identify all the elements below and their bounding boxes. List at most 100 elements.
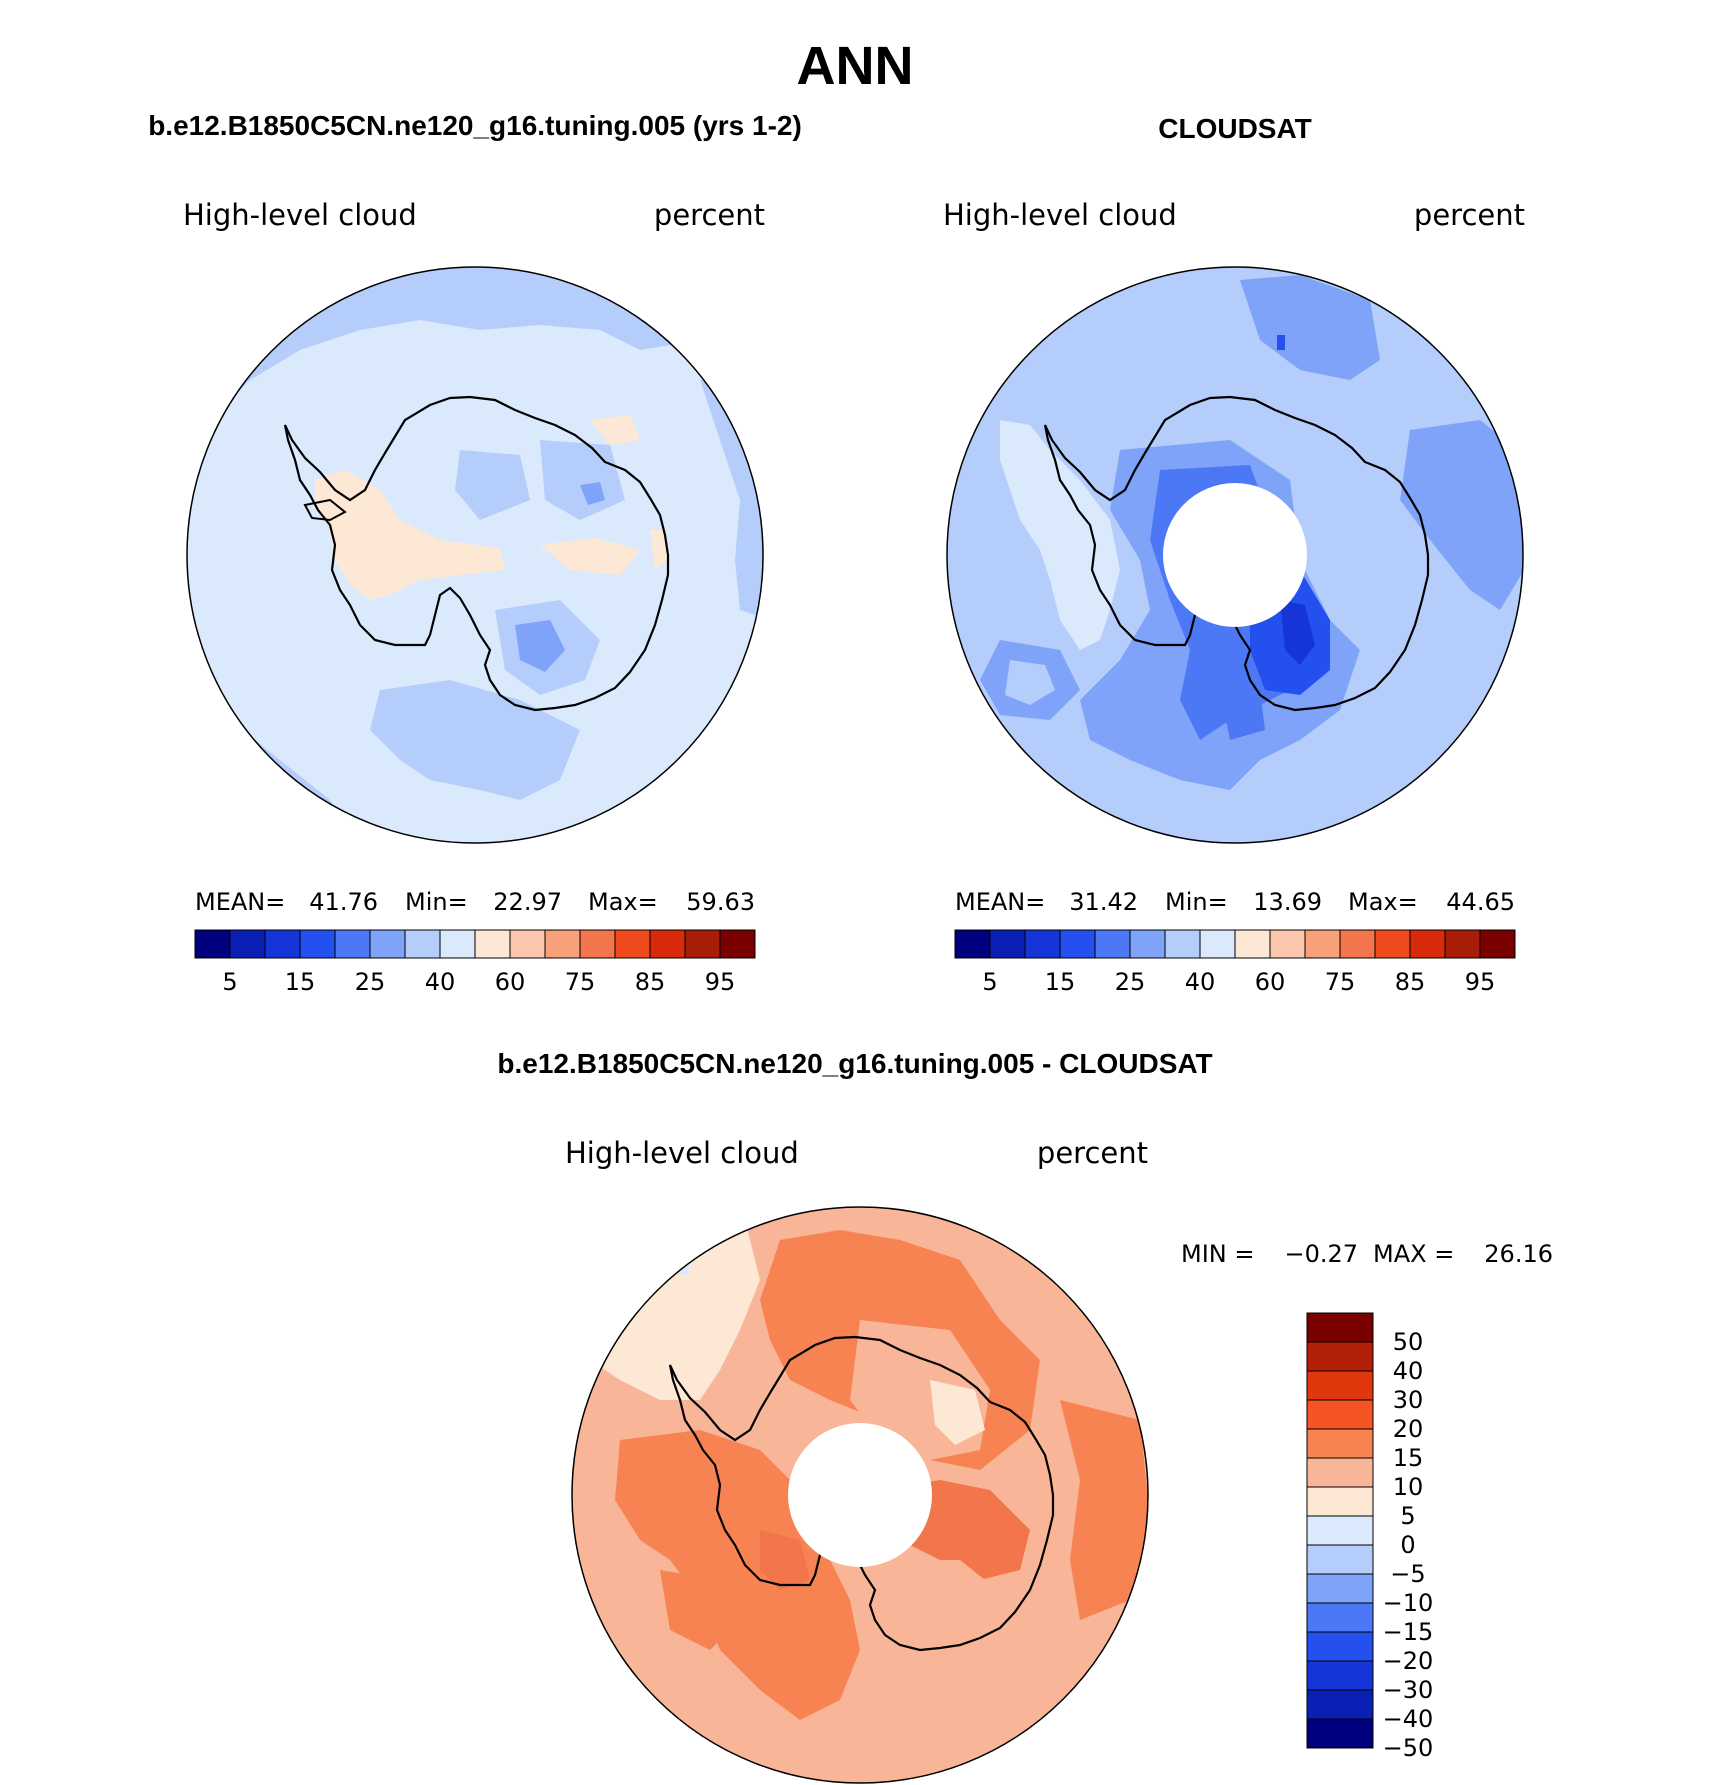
colorbar-swatch [989,929,1026,959]
colorbar-tick-label: 5 [982,968,997,996]
max-value: 44.65 [1446,888,1515,916]
colorbar-tick-label: −50 [1383,1734,1434,1762]
stats-model: MEAN= 41.76 Min= 22.97 Max= 59.63 [195,888,755,916]
colorbar-swatch [1306,1718,1374,1749]
colorbar-tick-label: 95 [1465,968,1496,996]
colorbar-swatch [579,929,616,959]
min-value: 22.97 [493,888,562,916]
colorbar-swatch [474,929,511,959]
colorbar-swatch [1306,1428,1374,1459]
polar-map-model [186,266,764,844]
colorbar-swatch [649,929,686,959]
colorbar-swatch [509,929,546,959]
colorbar-swatch [1234,929,1271,959]
colorbar-swatch [1374,929,1411,959]
panel-obs-units: percent [1414,198,1525,232]
colorbar-tick-label: 30 [1393,1386,1424,1414]
polar-map-obs [946,266,1524,844]
colorbar-tick-label: 50 [1393,1328,1424,1356]
colorbar-tick-label: 15 [285,968,316,996]
colorbar-swatch [1199,929,1236,959]
colorbar-tick-label: 15 [1045,968,1076,996]
colorbar-swatch [1024,929,1061,959]
colorbar-swatch [1444,929,1481,959]
colorbar-swatch [1059,929,1096,959]
colorbar-swatch [369,929,406,959]
colorbar-swatch [1306,1486,1374,1517]
panel-diff-title: b.e12.B1850C5CN.ne120_g16.tuning.005 - C… [497,1048,1212,1079]
polar-map-diff [571,1206,1149,1784]
season-title: ANN [797,36,914,96]
min-label: MIN = [1181,1240,1254,1268]
max-label: Max= [588,888,658,916]
stats-diff: MIN = −0.27 MAX = 26.16 [1181,1240,1553,1268]
colorbar-swatch [954,929,991,959]
panel-diff: b.e12.B1850C5CN.ne120_g16.tuning.005 - C… [497,1048,1553,1784]
colorbar-swatch [1306,1312,1374,1343]
colorbar-tick-label: 20 [1393,1415,1424,1443]
colorbar-tick-label: 10 [1393,1473,1424,1501]
colorbar-swatch [439,929,476,959]
colorbar-tick-label: 15 [1393,1444,1424,1472]
colorbar-tick-label: 40 [1393,1357,1424,1385]
colorbar-swatch [1339,929,1376,959]
colorbar-tick-label: −15 [1383,1618,1434,1646]
colorbar-swatch [1306,1370,1374,1401]
panel-model-variable: High-level cloud [183,198,417,232]
colorbar-tick-label: 0 [1400,1531,1415,1559]
panel-obs-title: CLOUDSAT [1158,113,1311,144]
colorbar-tick-label: −40 [1383,1705,1434,1733]
colorbar-model: 5 15 25 40 60 75 85 95 [194,929,756,996]
stats-obs: MEAN= 31.42 Min= 13.69 Max= 44.65 [955,888,1515,916]
panel-model-title: b.e12.B1850C5CN.ne120_g16.tuning.005 (yr… [148,110,802,141]
colorbar-tick-label: 25 [1115,968,1146,996]
colorbar-swatch [1409,929,1446,959]
colorbar-swatch [1306,1341,1374,1372]
colorbar-tick-label: 40 [1185,968,1216,996]
max-value: 59.63 [686,888,755,916]
colorbar-swatch [719,929,756,959]
colorbar-tick-label: 75 [1325,968,1356,996]
max-label: MAX = [1373,1240,1454,1268]
mean-value: 31.42 [1069,888,1138,916]
colorbar-swatch [404,929,441,959]
colorbar-tick-label: −20 [1383,1647,1434,1675]
colorbar-swatch [1479,929,1516,959]
colorbar-swatch [194,929,231,959]
mean-value: 41.76 [309,888,378,916]
colorbar-tick-label: 5 [1400,1502,1415,1530]
colorbar-swatch [1306,1689,1374,1720]
max-value: 26.16 [1484,1240,1553,1268]
colorbar-swatch [1129,929,1166,959]
colorbar-swatch [1269,929,1306,959]
min-value: 13.69 [1253,888,1322,916]
max-label: Max= [1348,888,1418,916]
min-label: Min= [405,888,468,916]
colorbar-tick-label: 85 [635,968,666,996]
colorbar-swatch [1306,1515,1374,1546]
panel-diff-variable: High-level cloud [565,1136,799,1170]
colorbar-tick-label: −10 [1383,1589,1434,1617]
colorbar-swatch [1306,1602,1374,1633]
colorbar-swatch [614,929,651,959]
colorbar-swatch [684,929,721,959]
min-value: −0.27 [1284,1240,1358,1268]
colorbar-swatch [1306,1660,1374,1691]
colorbar-swatch [1306,1544,1374,1575]
panel-obs-variable: High-level cloud [943,198,1177,232]
colorbar-tick-label: 85 [1395,968,1426,996]
colorbar-swatch [1094,929,1131,959]
colorbar-swatch [1306,1457,1374,1488]
colorbar-tick-label: 75 [565,968,596,996]
colorbar-swatch [229,929,266,959]
min-label: Min= [1165,888,1228,916]
panel-model-units: percent [654,198,765,232]
colorbar-swatch [264,929,301,959]
colorbar-tick-label: 5 [222,968,237,996]
colorbar-tick-label: −30 [1383,1676,1434,1704]
colorbar-swatch [1306,1573,1374,1604]
colorbar-tick-label: 95 [705,968,736,996]
colorbar-tick-label: 60 [495,968,526,996]
